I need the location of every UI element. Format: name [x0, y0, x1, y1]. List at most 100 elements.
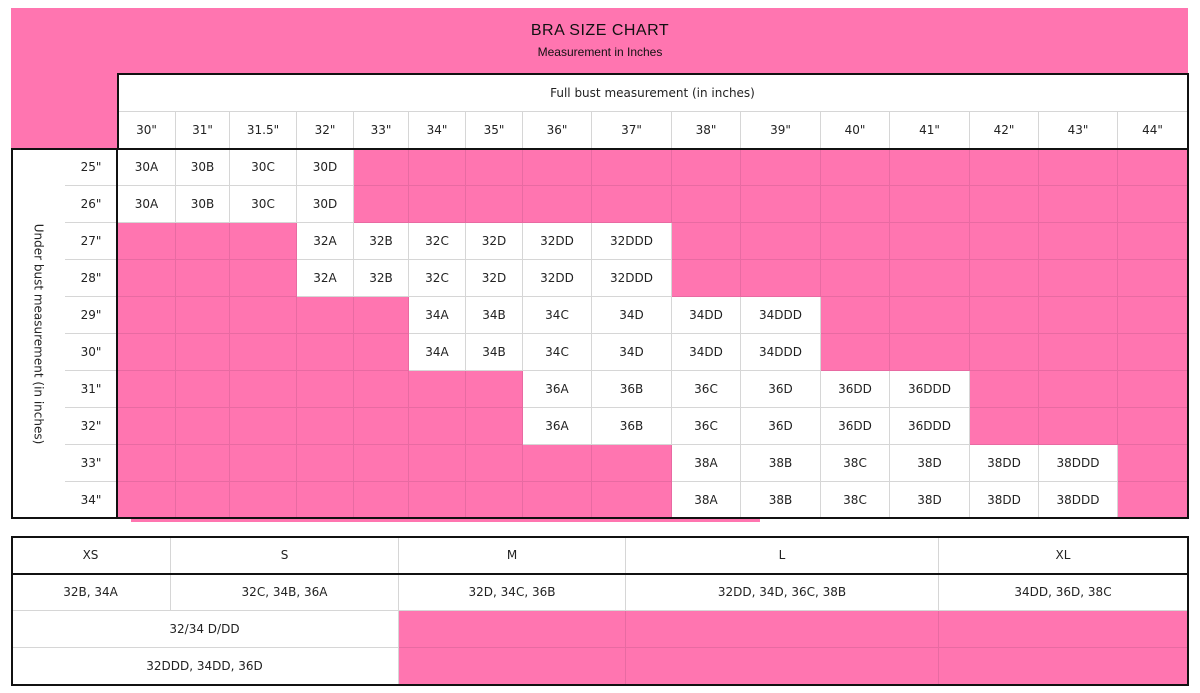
size-cell: 30A	[118, 186, 176, 223]
bust-column-header: 30"	[118, 112, 176, 149]
size-cell: 36D	[741, 408, 821, 445]
size-cell: 34DD, 36D, 38C	[939, 574, 1188, 611]
empty-cell	[118, 445, 176, 482]
size-cell: 30C	[230, 186, 297, 223]
empty-cell	[821, 149, 890, 186]
empty-cell	[523, 149, 592, 186]
size-cell: 30D	[297, 186, 354, 223]
size-cell: 32C	[409, 260, 466, 297]
empty-cell	[821, 260, 890, 297]
empty-cell	[230, 223, 297, 260]
size-cell: 38D	[890, 445, 970, 482]
empty-cell	[399, 611, 626, 648]
empty-cell	[297, 445, 354, 482]
empty-cell	[230, 445, 297, 482]
empty-cell	[1039, 223, 1118, 260]
size-cell: 32DD	[523, 260, 592, 297]
size-cell: 36DDD	[890, 408, 970, 445]
empty-cell	[890, 334, 970, 371]
size-cell: 36A	[523, 371, 592, 408]
empty-cell	[523, 482, 592, 518]
empty-cell	[176, 408, 230, 445]
size-cell: 32B	[354, 260, 409, 297]
empty-cell	[176, 334, 230, 371]
size-cell: 32A	[297, 223, 354, 260]
empty-cell	[970, 260, 1039, 297]
empty-cell	[939, 611, 1188, 648]
size-cell: 36B	[592, 371, 672, 408]
decorative-strip	[131, 519, 760, 522]
empty-cell	[354, 297, 409, 334]
bust-column-header: 38"	[672, 112, 741, 149]
empty-cell	[1039, 297, 1118, 334]
size-cell: 30B	[176, 186, 230, 223]
size-cell: 38DDD	[1039, 482, 1118, 518]
size-cell: 38B	[741, 445, 821, 482]
empty-cell	[1118, 186, 1188, 223]
size-cell: 34B	[466, 334, 523, 371]
empty-cell	[970, 334, 1039, 371]
size-cell: 32DD	[523, 223, 592, 260]
under-bust-row-label: 31"	[65, 371, 118, 408]
empty-cell	[230, 260, 297, 297]
table-border	[117, 73, 1189, 150]
empty-cell	[118, 223, 176, 260]
full-bust-header: Full bust measurement (in inches)	[118, 74, 1188, 112]
size-cell: 34A	[409, 297, 466, 334]
empty-cell	[354, 445, 409, 482]
size-cell: 38C	[821, 445, 890, 482]
size-cell: 34DDD	[741, 334, 821, 371]
size-cell: 32/34 D/DD	[11, 611, 399, 648]
size-cell: 30D	[297, 149, 354, 186]
empty-cell	[176, 371, 230, 408]
under-bust-row-label: 33"	[65, 445, 118, 482]
empty-cell	[118, 482, 176, 518]
empty-cell	[466, 408, 523, 445]
page-title: BRA SIZE CHART	[530, 22, 670, 39]
empty-cell	[1039, 149, 1118, 186]
size-cell: 30B	[176, 149, 230, 186]
empty-cell	[672, 186, 741, 223]
empty-cell	[230, 334, 297, 371]
size-cell: 32B	[354, 223, 409, 260]
size-cell: 32A	[297, 260, 354, 297]
empty-cell	[970, 149, 1039, 186]
size-cell: 36A	[523, 408, 592, 445]
empty-cell	[176, 297, 230, 334]
size-cell: 38A	[672, 482, 741, 518]
empty-cell	[354, 334, 409, 371]
empty-cell	[890, 223, 970, 260]
size-cell: 34C	[523, 334, 592, 371]
empty-cell	[592, 186, 672, 223]
empty-cell	[970, 223, 1039, 260]
empty-cell	[1039, 371, 1118, 408]
empty-cell	[821, 223, 890, 260]
empty-cell	[409, 149, 466, 186]
empty-cell	[970, 297, 1039, 334]
empty-cell	[466, 371, 523, 408]
empty-cell	[466, 149, 523, 186]
size-cell: 36DD	[821, 371, 890, 408]
bust-column-header: 32"	[297, 112, 354, 149]
table-border	[11, 536, 1189, 686]
size-header: M	[399, 537, 626, 574]
empty-cell	[176, 223, 230, 260]
empty-cell	[672, 149, 741, 186]
size-header: XL	[939, 537, 1188, 574]
empty-cell	[821, 297, 890, 334]
empty-cell	[354, 408, 409, 445]
under-bust-row-label: 25"	[65, 149, 118, 186]
empty-cell	[176, 445, 230, 482]
size-cell: 38D	[890, 482, 970, 518]
bust-column-header: 40"	[821, 112, 890, 149]
empty-cell	[466, 186, 523, 223]
empty-cell	[741, 260, 821, 297]
empty-cell	[409, 445, 466, 482]
page-subtitle: Measurement in Inches	[537, 45, 663, 59]
size-cell: 34DDD	[741, 297, 821, 334]
empty-cell	[118, 260, 176, 297]
corner-fill	[11, 64, 118, 149]
size-cell: 34DD	[672, 334, 741, 371]
under-bust-row-label: 32"	[65, 408, 118, 445]
size-cell: 34B	[466, 297, 523, 334]
